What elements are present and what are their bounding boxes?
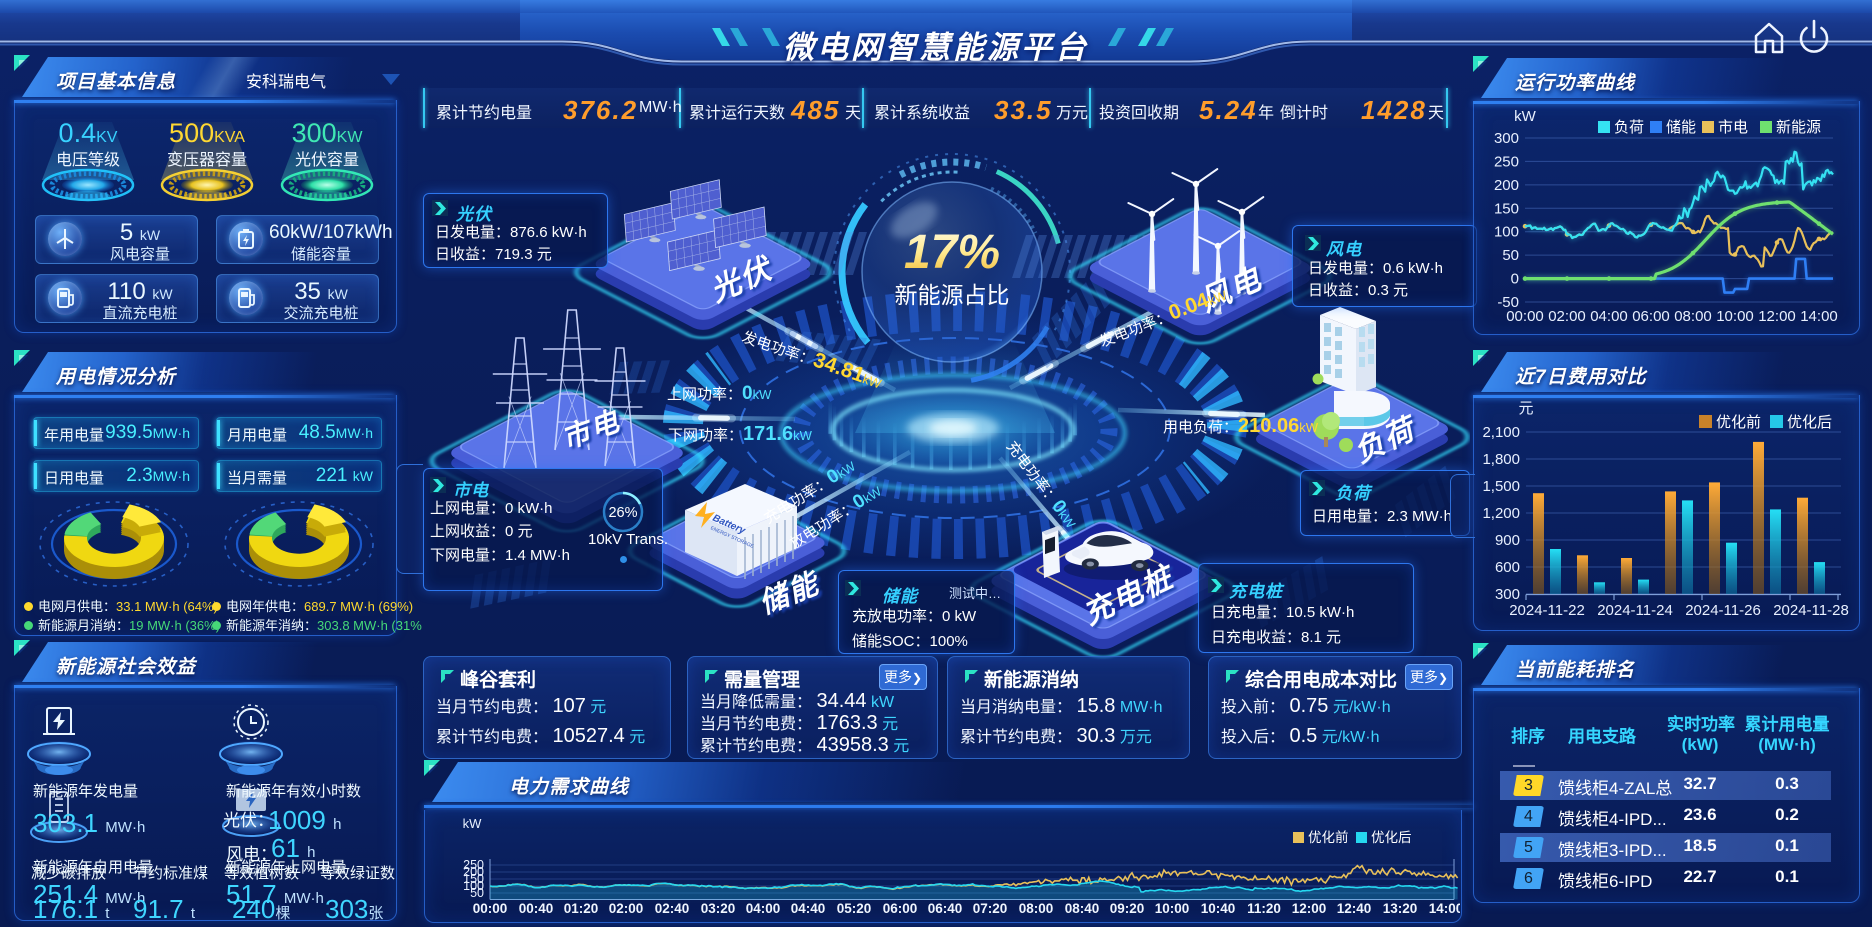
svg-text:150: 150 <box>1494 200 1519 217</box>
svg-text:04:00: 04:00 <box>1590 308 1628 325</box>
svg-text:ENERGY STORAGE: ENERGY STORAGE <box>709 525 755 550</box>
svg-text:900: 900 <box>1495 532 1520 549</box>
svg-text:02:00: 02:00 <box>1548 308 1586 325</box>
svg-text:放电功率：0kW: 放电功率：0kW <box>786 480 886 554</box>
svg-text:优化后: 优化后 <box>1371 830 1412 845</box>
svg-text:新能源占比: 新能源占比 <box>895 282 1010 308</box>
svg-text:01:20: 01:20 <box>564 901 599 916</box>
svg-text:04:00: 04:00 <box>746 901 781 916</box>
svg-text:600: 600 <box>1495 559 1520 576</box>
svg-text:300: 300 <box>1494 130 1519 147</box>
svg-text:10:00: 10:00 <box>1716 308 1754 325</box>
svg-text:00:00: 00:00 <box>1506 308 1544 325</box>
svg-text:光伏: 光伏 <box>705 251 780 308</box>
svg-text:充电桩: 充电桩 <box>1078 560 1182 632</box>
svg-text:优化前: 优化前 <box>1308 829 1349 845</box>
svg-text:11:20: 11:20 <box>1247 901 1281 916</box>
svg-text:02:40: 02:40 <box>655 901 690 916</box>
svg-text:50: 50 <box>470 886 484 900</box>
svg-text:1,800: 1,800 <box>1482 451 1520 468</box>
svg-text:100: 100 <box>1494 224 1519 241</box>
svg-text:08:00: 08:00 <box>1019 901 1054 916</box>
svg-text:08:00: 08:00 <box>1674 308 1712 325</box>
svg-text:1,200: 1,200 <box>1482 505 1520 522</box>
svg-text:新能源: 新能源 <box>1776 119 1821 136</box>
svg-text:0: 0 <box>1511 271 1519 288</box>
svg-text:2024-11-24: 2024-11-24 <box>1597 602 1673 619</box>
svg-text:17%: 17% <box>904 226 1000 279</box>
svg-text:下网功率：171.6kW: 下网功率：171.6kW <box>668 423 813 445</box>
svg-text:200: 200 <box>1494 177 1519 194</box>
svg-text:优化后: 优化后 <box>1787 414 1832 431</box>
svg-text:06:40: 06:40 <box>928 901 963 916</box>
svg-text:12:40: 12:40 <box>1337 901 1372 916</box>
svg-text:储能: 储能 <box>1666 119 1696 136</box>
svg-text:200: 200 <box>463 865 484 879</box>
svg-text:26%: 26% <box>608 505 637 521</box>
svg-text:00:00: 00:00 <box>473 901 508 916</box>
svg-text:03:20: 03:20 <box>701 901 736 916</box>
svg-text:50: 50 <box>1502 247 1519 264</box>
svg-text:市电: 市电 <box>1718 119 1748 136</box>
svg-text:1,500: 1,500 <box>1482 478 1520 495</box>
svg-text:09:20: 09:20 <box>1110 901 1145 916</box>
svg-text:13:20: 13:20 <box>1383 901 1418 916</box>
svg-text:Battery: Battery <box>711 513 747 537</box>
svg-text:12:00: 12:00 <box>1292 901 1327 916</box>
svg-text:-50: -50 <box>1497 294 1519 311</box>
svg-text:10:00: 10:00 <box>1155 901 1190 916</box>
svg-text:储能: 储能 <box>754 566 826 621</box>
svg-text:12:00: 12:00 <box>1758 308 1796 325</box>
svg-text:00:40: 00:40 <box>519 901 554 916</box>
svg-text:250: 250 <box>1494 153 1519 170</box>
svg-text:用电负荷：210.06kW: 用电负荷：210.06kW <box>1163 415 1319 437</box>
svg-text:负荷: 负荷 <box>1349 411 1424 469</box>
svg-text:kW: kW <box>463 816 483 831</box>
svg-text:150: 150 <box>463 872 484 886</box>
svg-text:2,100: 2,100 <box>1482 424 1520 441</box>
svg-text:充电功率：0kW: 充电功率：0kW <box>1002 436 1082 533</box>
svg-text:06:00: 06:00 <box>1632 308 1670 325</box>
svg-text:发电功率：34.81kW: 发电功率：34.81kW <box>739 324 886 394</box>
svg-text:充电功率：0kW: 充电功率：0kW <box>760 455 860 529</box>
svg-text:2024-11-28: 2024-11-28 <box>1773 602 1849 619</box>
svg-text:市电: 市电 <box>557 405 624 455</box>
svg-text:02:00: 02:00 <box>609 901 644 916</box>
svg-text:100: 100 <box>463 879 484 893</box>
svg-text:kW: kW <box>1514 108 1537 125</box>
svg-text:元: 元 <box>1518 400 1533 417</box>
svg-text:上网功率：0kW: 上网功率：0kW <box>667 383 772 404</box>
svg-text:05:20: 05:20 <box>837 901 872 916</box>
svg-text:06:00: 06:00 <box>883 901 918 916</box>
svg-text:2024-11-26: 2024-11-26 <box>1685 602 1761 619</box>
svg-text:250: 250 <box>463 858 484 872</box>
svg-text:2024-11-22: 2024-11-22 <box>1509 602 1585 619</box>
svg-text:风电: 风电 <box>1195 262 1267 318</box>
svg-text:14:00: 14:00 <box>1429 901 1460 916</box>
svg-text:04:40: 04:40 <box>791 901 826 916</box>
svg-text:300: 300 <box>1495 586 1520 603</box>
svg-text:08:40: 08:40 <box>1065 901 1100 916</box>
svg-text:14:00: 14:00 <box>1800 308 1838 325</box>
svg-text:10:40: 10:40 <box>1201 901 1236 916</box>
svg-text:负荷: 负荷 <box>1614 119 1644 136</box>
svg-text:07:20: 07:20 <box>973 901 1008 916</box>
svg-text:优化前: 优化前 <box>1716 414 1761 431</box>
svg-text:发电功率：0.04kW: 发电功率：0.04kW <box>1096 282 1231 352</box>
